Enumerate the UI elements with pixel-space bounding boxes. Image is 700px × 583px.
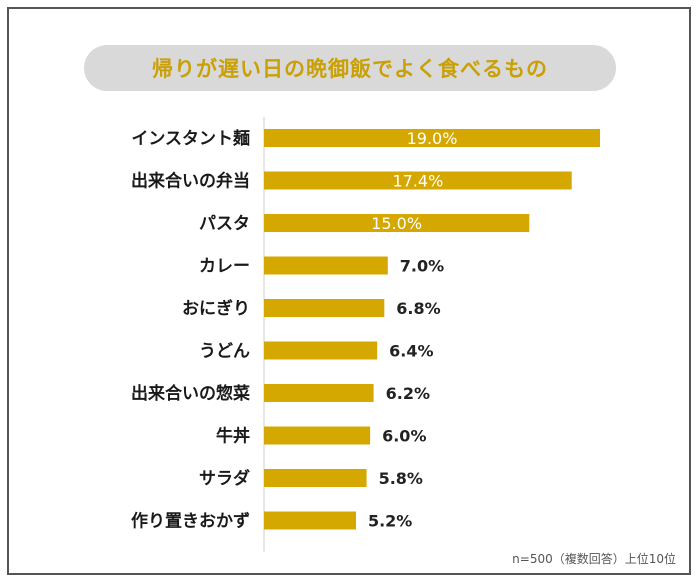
bar-1 <box>264 129 600 147</box>
value-label-5: 6.8% <box>396 299 440 318</box>
value-label-3: 15.0% <box>371 214 422 233</box>
category-label-7: 出来合いの惣菜 <box>131 383 251 404</box>
category-label-8: 牛丼 <box>216 426 250 447</box>
chart-title: 帰りが遅い日の晩御飯でよく食べるもの <box>152 57 548 81</box>
value-label-10: 5.2% <box>368 512 412 531</box>
bar-5 <box>264 299 385 317</box>
category-label-6: うどん <box>199 342 250 362</box>
bar-6 <box>264 341 378 360</box>
value-label-1: 19.0% <box>407 129 458 148</box>
value-label-7: 6.2% <box>386 384 430 403</box>
value-label-6: 6.4% <box>389 342 433 361</box>
bar-2 <box>264 171 572 190</box>
category-label-9: サラダ <box>199 468 250 489</box>
category-label-5: おにぎり <box>182 298 250 319</box>
title-banner: 帰りが遅い日の晩御飯でよく食べるもの <box>84 45 616 91</box>
value-label-4: 7.0% <box>400 257 444 276</box>
category-label-10: 作り置きおかず <box>131 511 250 532</box>
sample-note: n=500（複数回答）上位10位 <box>512 552 676 566</box>
value-label-9: 5.8% <box>379 469 423 488</box>
value-label-2: 17.4% <box>392 172 443 191</box>
category-label-1: インスタント麺 <box>131 129 250 149</box>
value-label-8: 6.0% <box>382 427 426 446</box>
bar-10 <box>264 511 356 530</box>
category-label-4: カレー <box>199 257 250 277</box>
bar-4 <box>264 256 388 275</box>
category-label-3: パスタ <box>199 214 250 234</box>
bar-8 <box>264 426 371 445</box>
bar-9 <box>264 469 367 487</box>
bar-7 <box>264 384 374 402</box>
category-label-2: 出来合いの弁当 <box>131 171 250 192</box>
bar-3 <box>264 214 530 232</box>
